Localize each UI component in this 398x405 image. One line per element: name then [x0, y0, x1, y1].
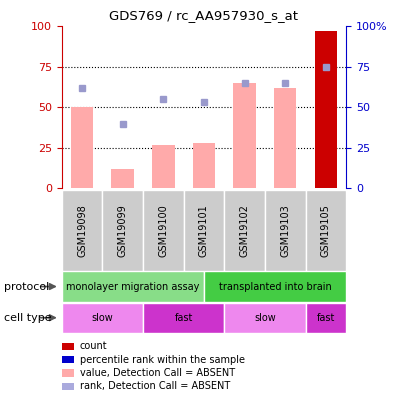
Text: transplanted into brain: transplanted into brain: [219, 281, 332, 292]
Bar: [143, 303, 224, 333]
Bar: [62, 303, 143, 333]
Text: rank, Detection Call = ABSENT: rank, Detection Call = ABSENT: [80, 382, 230, 391]
Bar: [265, 190, 306, 271]
Text: monolayer migration assay: monolayer migration assay: [66, 281, 199, 292]
Bar: [62, 271, 204, 302]
Text: slow: slow: [92, 313, 113, 323]
Text: GSM19101: GSM19101: [199, 205, 209, 257]
Text: fast: fast: [174, 313, 193, 323]
Title: GDS769 / rc_AA957930_s_at: GDS769 / rc_AA957930_s_at: [109, 9, 298, 22]
Bar: [102, 190, 143, 271]
Text: slow: slow: [254, 313, 276, 323]
Bar: [224, 190, 265, 271]
Bar: [234, 83, 256, 188]
Text: GSM19102: GSM19102: [240, 205, 250, 257]
Bar: [111, 169, 134, 188]
Bar: [224, 303, 306, 333]
Bar: [62, 190, 102, 271]
Text: value, Detection Call = ABSENT: value, Detection Call = ABSENT: [80, 368, 235, 378]
Text: protocol: protocol: [4, 281, 49, 292]
Text: fast: fast: [317, 313, 335, 323]
Bar: [274, 88, 297, 188]
Text: cell type: cell type: [4, 313, 52, 323]
Bar: [193, 143, 215, 188]
Text: GSM19103: GSM19103: [280, 205, 290, 257]
Text: GSM19105: GSM19105: [321, 205, 331, 257]
Text: percentile rank within the sample: percentile rank within the sample: [80, 355, 245, 364]
Bar: [204, 271, 346, 302]
Text: GSM19098: GSM19098: [77, 205, 87, 257]
Bar: [71, 107, 93, 188]
Bar: [306, 190, 346, 271]
Bar: [152, 145, 174, 188]
Bar: [306, 303, 346, 333]
Bar: [143, 190, 183, 271]
Text: GSM19099: GSM19099: [118, 205, 128, 257]
Bar: [183, 190, 224, 271]
Bar: [315, 31, 337, 188]
Text: GSM19100: GSM19100: [158, 205, 168, 257]
Text: count: count: [80, 341, 107, 351]
